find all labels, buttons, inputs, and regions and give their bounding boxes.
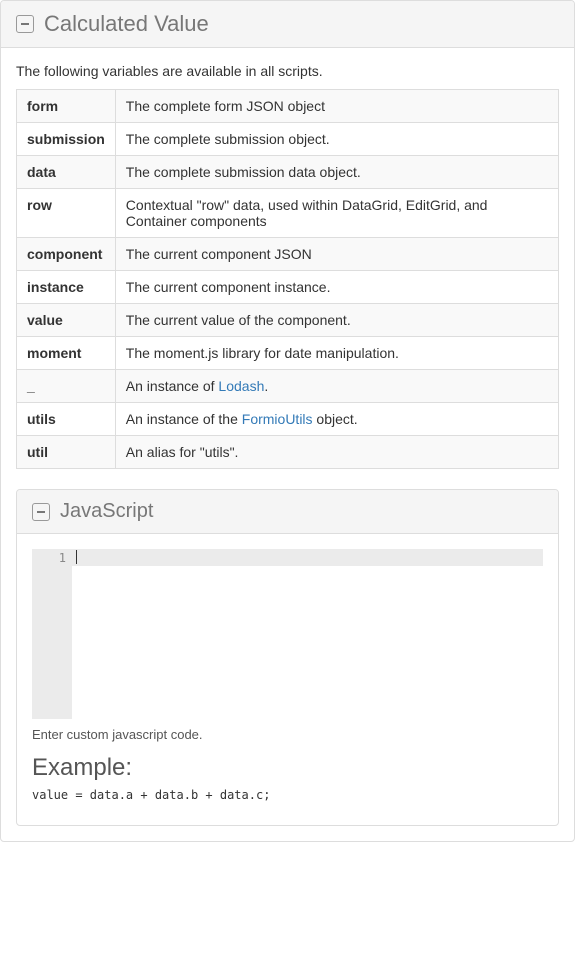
table-row: _An instance of Lodash. bbox=[17, 370, 559, 403]
table-row: momentThe moment.js library for date man… bbox=[17, 337, 559, 370]
editor-area[interactable] bbox=[72, 549, 543, 719]
doc-link[interactable]: Lodash bbox=[218, 378, 264, 394]
variable-description: The current component instance. bbox=[115, 271, 558, 304]
calculated-value-panel: Calculated Value The following variables… bbox=[0, 0, 575, 842]
variable-name: value bbox=[17, 304, 116, 337]
example-code: value = data.a + data.b + data.c; bbox=[32, 788, 543, 802]
variable-description: An alias for "utils". bbox=[115, 436, 558, 469]
variable-description: The complete form JSON object bbox=[115, 90, 558, 123]
variable-name: util bbox=[17, 436, 116, 469]
editor-gutter: 1 bbox=[32, 549, 72, 719]
variable-name: form bbox=[17, 90, 116, 123]
table-row: valueThe current value of the component. bbox=[17, 304, 559, 337]
variable-description: The complete submission object. bbox=[115, 123, 558, 156]
variable-name: utils bbox=[17, 403, 116, 436]
variable-description: The moment.js library for date manipulat… bbox=[115, 337, 558, 370]
collapse-icon[interactable] bbox=[32, 503, 50, 521]
table-row: formThe complete form JSON object bbox=[17, 90, 559, 123]
table-row: componentThe current component JSON bbox=[17, 238, 559, 271]
variable-description: The complete submission data object. bbox=[115, 156, 558, 189]
calculated-value-panel-heading[interactable]: Calculated Value bbox=[1, 1, 574, 48]
calculated-value-panel-body: The following variables are available in… bbox=[1, 48, 574, 841]
collapse-icon[interactable] bbox=[16, 15, 34, 33]
javascript-panel: JavaScript 1 Enter custom javascript cod… bbox=[16, 489, 559, 826]
javascript-panel-body: 1 Enter custom javascript code. Example:… bbox=[17, 534, 558, 825]
table-row: submissionThe complete submission object… bbox=[17, 123, 559, 156]
variable-name: component bbox=[17, 238, 116, 271]
javascript-panel-heading[interactable]: JavaScript bbox=[17, 490, 558, 534]
variable-description: The current component JSON bbox=[115, 238, 558, 271]
variable-description: An instance of the FormioUtils object. bbox=[115, 403, 558, 436]
table-row: instanceThe current component instance. bbox=[17, 271, 559, 304]
table-row: rowContextual "row" data, used within Da… bbox=[17, 189, 559, 238]
variable-name: moment bbox=[17, 337, 116, 370]
variable-name: data bbox=[17, 156, 116, 189]
line-number: 1 bbox=[34, 551, 66, 565]
variable-name: row bbox=[17, 189, 116, 238]
variable-description: An instance of Lodash. bbox=[115, 370, 558, 403]
code-editor[interactable]: 1 bbox=[32, 549, 543, 719]
editor-cursor bbox=[76, 550, 77, 564]
panel-title: Calculated Value bbox=[44, 11, 209, 37]
variable-name: instance bbox=[17, 271, 116, 304]
variables-table: formThe complete form JSON objectsubmiss… bbox=[16, 89, 559, 469]
table-row: dataThe complete submission data object. bbox=[17, 156, 559, 189]
javascript-panel-title: JavaScript bbox=[60, 500, 153, 523]
variable-name: _ bbox=[17, 370, 116, 403]
editor-hint: Enter custom javascript code. bbox=[32, 727, 543, 742]
variable-description: Contextual "row" data, used within DataG… bbox=[115, 189, 558, 238]
editor-body bbox=[72, 566, 543, 719]
example-heading: Example: bbox=[32, 754, 543, 782]
intro-text: The following variables are available in… bbox=[16, 63, 559, 79]
doc-link[interactable]: FormioUtils bbox=[242, 411, 313, 427]
variable-description: The current value of the component. bbox=[115, 304, 558, 337]
table-row: utilAn alias for "utils". bbox=[17, 436, 559, 469]
editor-active-line bbox=[72, 549, 543, 566]
variable-name: submission bbox=[17, 123, 116, 156]
table-row: utilsAn instance of the FormioUtils obje… bbox=[17, 403, 559, 436]
